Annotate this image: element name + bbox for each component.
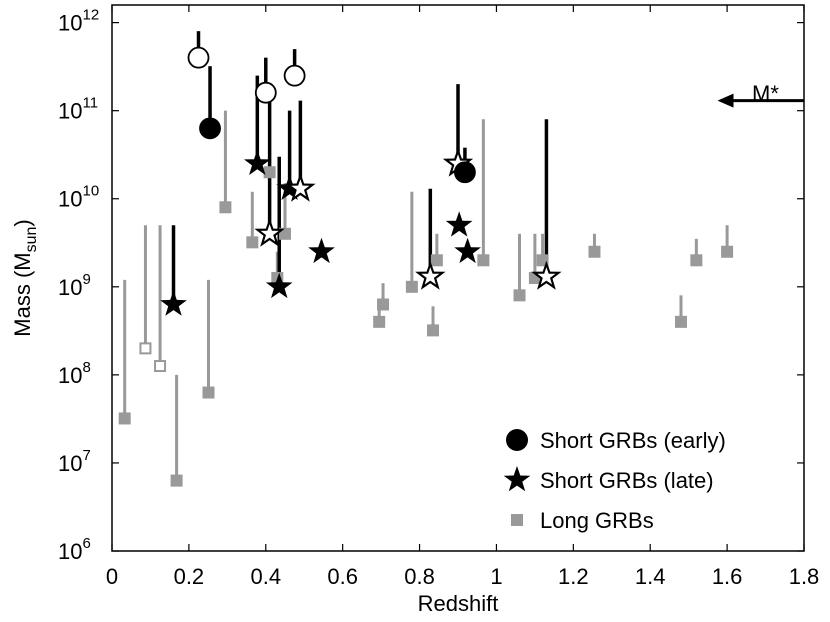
data-point-star-inner xyxy=(260,224,279,242)
mstar-annotation: M* xyxy=(717,81,804,108)
data-point-star xyxy=(160,290,187,316)
data-point-square xyxy=(118,412,131,425)
plot-frame xyxy=(111,4,805,552)
data-point-circle xyxy=(454,161,476,184)
data-point-square xyxy=(690,254,703,267)
y-tick-label: 109 xyxy=(58,271,91,300)
y-tick-label: 1010 xyxy=(58,183,99,212)
data-point-square xyxy=(170,474,183,487)
legend-label-early: Short GRBs (early) xyxy=(540,428,726,453)
data-point-circle xyxy=(187,46,210,69)
data-point-star-inner xyxy=(291,179,310,197)
data-point-square xyxy=(721,245,734,258)
x-tick-label: 1.6 xyxy=(712,564,743,589)
y-axis-label-sub: sun xyxy=(23,227,40,253)
data-point-square xyxy=(477,254,490,267)
y-axis-label: Mass (Msun) xyxy=(10,219,40,336)
data-point-square xyxy=(373,315,386,328)
legend: Short GRBs (early) Short GRBs (late) Lon… xyxy=(503,428,726,533)
x-tick-label: 1.4 xyxy=(635,564,666,589)
y-axis-label-close: ) xyxy=(10,219,35,226)
data-point-square xyxy=(427,324,440,337)
data-point-star-inner xyxy=(449,154,467,172)
y-tick-label: 1011 xyxy=(58,95,98,124)
legend-label-long: Long GRBs xyxy=(540,508,654,533)
x-axis-label: Redshift xyxy=(418,591,499,616)
x-tick-label: 0.2 xyxy=(174,564,205,589)
y-tick-label: 106 xyxy=(58,535,91,564)
x-tick-label: 1.2 xyxy=(558,564,589,589)
data-point-square xyxy=(202,386,215,399)
data-point-star xyxy=(265,272,293,299)
data-point-square xyxy=(246,236,259,249)
legend-marker-late xyxy=(503,466,531,492)
data-point-circle xyxy=(283,64,306,87)
mstar-arrow-head xyxy=(717,93,734,108)
data-point-star-inner xyxy=(421,267,440,285)
data-point-circle xyxy=(254,81,277,104)
x-tick-label: 0 xyxy=(106,564,118,589)
data-point-star xyxy=(276,174,303,200)
data-point-square xyxy=(588,245,601,258)
legend-marker-early xyxy=(506,429,528,451)
x-tick-label: 1 xyxy=(490,564,502,589)
data-point-square xyxy=(430,254,443,267)
data-point-star xyxy=(445,211,473,237)
legend-marker-long xyxy=(511,514,523,526)
legend-label-late: Short GRBs (late) xyxy=(540,468,714,493)
data-point-star-inner xyxy=(537,267,556,285)
data-point-circle xyxy=(199,117,221,140)
data-point-square xyxy=(263,166,276,179)
data-point-square xyxy=(405,280,418,293)
data-point-square xyxy=(377,298,390,311)
x-tick-label: 1.8 xyxy=(789,564,820,589)
data-point-star xyxy=(454,237,481,264)
data-point-square xyxy=(513,289,526,302)
x-tick-label: 0.8 xyxy=(404,564,435,589)
data-point-square xyxy=(219,201,232,214)
y-tick-label: 108 xyxy=(58,359,91,388)
y-tick-label: 107 xyxy=(58,447,91,476)
data-point-square-open xyxy=(154,360,167,373)
x-tick-label: 0.4 xyxy=(250,564,281,589)
y-tick-label: 1012 xyxy=(58,7,99,36)
x-tick-label: 0.6 xyxy=(327,564,358,589)
y-axis: 106 107 108 109 1010 1011 1012 xyxy=(58,7,804,564)
data-point-star xyxy=(308,237,335,264)
error-bars xyxy=(123,31,729,481)
data-point-star xyxy=(244,149,271,175)
data-point-square xyxy=(674,315,687,328)
x-axis: 0 0.2 0.4 0.6 0.8 1 1.2 1.4 1.6 1.8 xyxy=(106,5,819,589)
mstar-label: M* xyxy=(752,81,779,106)
data-markers xyxy=(118,46,734,487)
data-point-square-open xyxy=(139,342,152,355)
y-axis-label-main: Mass (M xyxy=(10,252,35,336)
